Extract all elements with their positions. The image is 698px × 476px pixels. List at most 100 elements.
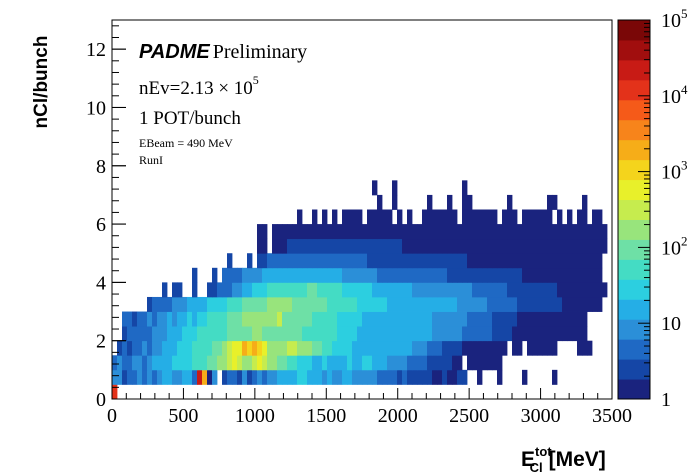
heatmap-cell <box>552 296 558 312</box>
heatmap-cell <box>147 355 153 371</box>
heatmap-cell <box>257 326 263 342</box>
heatmap-cell <box>547 296 553 312</box>
heatmap-cell <box>357 296 363 312</box>
heatmap-cell <box>137 369 143 385</box>
heatmap-cell <box>552 282 558 298</box>
heatmap-cell <box>322 253 328 269</box>
heatmap-cell <box>422 311 428 327</box>
heatmap-cell <box>557 296 563 312</box>
heatmap-cell <box>257 340 263 356</box>
heatmap-cell <box>487 267 493 283</box>
heatmap-cell <box>227 355 233 371</box>
heatmap-cell <box>247 355 253 371</box>
event-count: nEv=2.13 × 105 <box>139 73 259 99</box>
heatmap-cell <box>307 296 313 312</box>
heatmap-cell <box>242 267 248 283</box>
heatmap-cell <box>312 311 318 327</box>
heatmap-cell <box>447 238 453 254</box>
heatmap-cell <box>242 311 248 327</box>
heatmap-cell <box>377 224 383 240</box>
heatmap-cell <box>192 355 198 371</box>
heatmap-cell <box>372 224 378 240</box>
heatmap-cell <box>152 369 158 385</box>
heatmap-cell <box>147 340 153 356</box>
heatmap-cell <box>162 282 168 298</box>
heatmap-cell <box>252 267 258 283</box>
heatmap-cell <box>432 296 438 312</box>
heatmap-cell <box>227 326 233 342</box>
heatmap-cell <box>522 267 528 283</box>
heatmap-cell <box>267 311 273 327</box>
heatmap-cell <box>202 311 208 327</box>
heatmap-cell <box>262 340 268 356</box>
color-scale-band <box>618 379 650 400</box>
heatmap-cell <box>267 267 273 283</box>
heatmap-cell <box>232 296 238 312</box>
heatmap-cell <box>347 355 353 371</box>
heatmap-cell <box>447 340 453 356</box>
color-scale-band <box>618 59 650 81</box>
heatmap-cell <box>377 238 383 254</box>
heatmap-cell <box>207 369 213 385</box>
heatmap-cell <box>137 355 143 371</box>
heatmap-cell <box>297 311 303 327</box>
heatmap-cell <box>512 224 518 240</box>
heatmap-cell <box>522 282 528 298</box>
heatmap-cell <box>457 224 463 240</box>
heatmap-cell <box>372 340 378 356</box>
heatmap-cell <box>257 253 263 269</box>
heatmap-cell <box>547 253 553 269</box>
heatmap-cell <box>297 209 303 225</box>
heatmap-cell <box>502 311 508 327</box>
heatmap-cell <box>387 267 393 283</box>
heatmap-cell <box>267 326 273 342</box>
heatmap-cell <box>552 224 558 240</box>
heatmap-cell <box>267 340 273 356</box>
heatmap-cell <box>307 355 313 371</box>
heatmap-cell <box>352 355 358 371</box>
heatmap-cell <box>357 340 363 356</box>
heatmap-cell <box>582 224 588 240</box>
heatmap-cell <box>282 267 288 283</box>
heatmap-cell <box>302 369 308 385</box>
heatmap-cell <box>252 355 258 371</box>
heatmap-cell <box>387 296 393 312</box>
heatmap-cell <box>132 340 138 356</box>
heatmap-cell <box>382 253 388 269</box>
heatmap-cell <box>477 238 483 254</box>
heatmap-cell <box>227 340 233 356</box>
heatmap-cell <box>252 296 258 312</box>
heatmap-cell <box>312 238 318 254</box>
heatmap-cell <box>497 267 503 283</box>
heatmap-cell <box>382 340 388 356</box>
heatmap-cell <box>337 326 343 342</box>
heatmap-cell <box>437 224 443 240</box>
heatmap-cell <box>167 369 173 385</box>
heatmap-cell <box>507 194 513 210</box>
plot-annotations: PADME Preliminary nEv=2.13 × 105 1 POT/bu… <box>139 41 307 167</box>
heatmap-cell <box>542 267 548 283</box>
heatmap-cell <box>482 282 488 298</box>
heatmap-cell <box>222 282 228 298</box>
heatmap-cell <box>482 311 488 327</box>
heatmap-cell <box>232 326 238 342</box>
heatmap-cell <box>157 340 163 356</box>
heatmap-cell <box>387 282 393 298</box>
heatmap-cell <box>572 238 578 254</box>
heatmap-cell <box>377 296 383 312</box>
heatmap-cell <box>347 340 353 356</box>
heatmap-cell <box>457 326 463 342</box>
heatmap-cell <box>447 194 453 210</box>
heatmap-cell <box>352 238 358 254</box>
heatmap-cell <box>472 267 478 283</box>
heatmap-cell <box>382 326 388 342</box>
heatmap-cell <box>112 369 118 385</box>
heatmap-cell <box>242 326 248 342</box>
heatmap-cell <box>142 355 148 371</box>
heatmap-cell <box>372 267 378 283</box>
heatmap-cell <box>567 238 573 254</box>
heatmap-cell <box>132 369 138 385</box>
heatmap-cell <box>142 340 148 356</box>
heatmap-cell <box>177 282 183 298</box>
heatmap-cell <box>327 282 333 298</box>
